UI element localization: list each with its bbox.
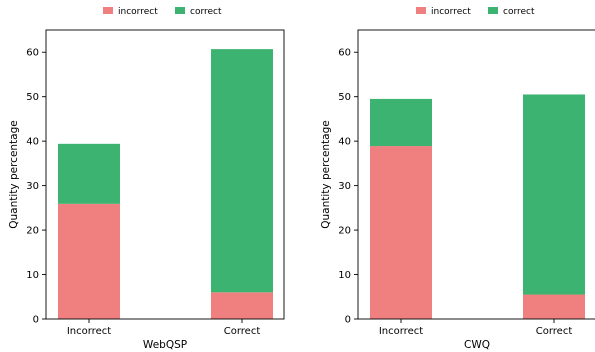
legend-swatch-correct (175, 7, 185, 14)
legend-swatch-incorrect (103, 7, 113, 14)
bar-correct-incorrect (58, 143, 120, 204)
x-axis-label: WebQSP (143, 339, 187, 351)
chart-panel-1: 0 10 20 30 40 50 60 Incorrect Correct WebQSP Quant… (8, 7, 285, 351)
x-tick-label-correct: Correct (224, 326, 261, 337)
y-tick-label: 60 (26, 48, 39, 59)
axes-frame (45, 29, 285, 320)
y-tick-label: 50 (26, 92, 39, 103)
bar-incorrect-incorrect (370, 146, 432, 319)
y-tick-label: 20 (338, 226, 351, 237)
y-tick-label: 10 (338, 270, 351, 281)
legend: incorrect correct (416, 7, 535, 17)
y-tick-label: 50 (338, 92, 351, 103)
y-axis-label: Quantity percentage (8, 120, 20, 229)
bar-correct-correct (211, 49, 273, 293)
x-tick-label-correct: Correct (536, 326, 573, 337)
y-tick-label: 0 (33, 315, 39, 326)
bar-incorrect-incorrect (58, 203, 120, 319)
bar-correct-incorrect (370, 98, 432, 147)
x-axis-label: CWQ (464, 339, 490, 351)
y-tick-label: 30 (26, 181, 39, 192)
y-tick-label: 40 (338, 137, 351, 148)
bar-correct-correct (523, 94, 585, 295)
legend-label-incorrect: incorrect (431, 7, 471, 17)
legend-label-correct: correct (503, 7, 535, 17)
bar-incorrect-correct (211, 292, 273, 319)
y-tick-label: 0 (345, 315, 351, 326)
y-tick-label: 10 (26, 270, 39, 281)
y-tick-label: 60 (338, 48, 351, 59)
x-tick-label-incorrect: Incorrect (379, 326, 423, 337)
y-tick-label: 20 (26, 226, 39, 237)
legend: incorrect correct (103, 7, 222, 17)
bar-incorrect-correct (523, 294, 585, 319)
y-tick-label: 30 (338, 181, 351, 192)
y-tick-label: 40 (26, 137, 39, 148)
axes-frame (357, 29, 595, 320)
legend-swatch-incorrect (416, 7, 426, 14)
legend-label-correct: correct (190, 7, 222, 17)
legend-label-incorrect: incorrect (118, 7, 158, 17)
y-axis-label: Quantity percentage (320, 120, 332, 229)
chart-panel-2: 0 10 20 30 40 50 60 Incorrect Correct CWQ Quantity… (320, 7, 595, 351)
legend-swatch-correct (488, 7, 498, 14)
x-tick-label-incorrect: Incorrect (67, 326, 111, 337)
